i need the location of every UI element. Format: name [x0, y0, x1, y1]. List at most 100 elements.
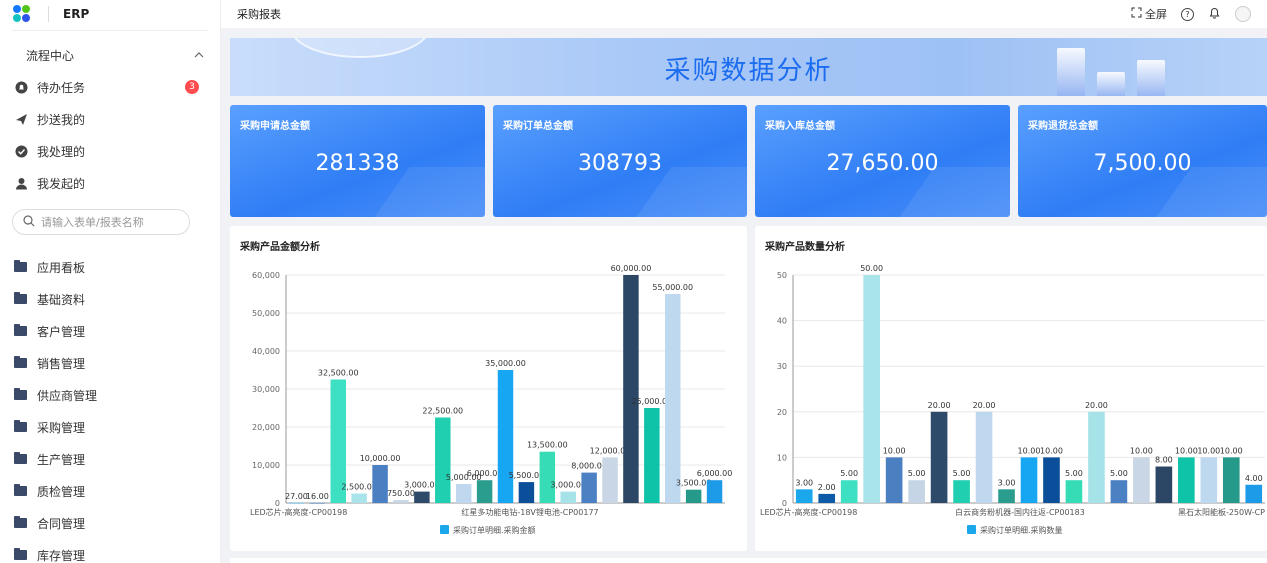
data-label: 50.00 — [860, 264, 883, 273]
bar[interactable] — [1222, 457, 1240, 503]
bar[interactable] — [795, 489, 813, 503]
sidebar-item-contracts[interactable]: 合同管理 — [0, 507, 220, 539]
sidebar-item-suppliers[interactable]: 供应商管理 — [0, 379, 220, 411]
sidebar-item-label: 库存管理 — [37, 548, 86, 563]
bar[interactable] — [1088, 411, 1105, 503]
sidebar-item-label: 质检管理 — [37, 484, 86, 499]
legend-swatch[interactable] — [440, 525, 449, 534]
brand[interactable]: ERP — [0, 0, 220, 28]
bar[interactable] — [1178, 457, 1195, 503]
data-label: 3,000.00 — [550, 481, 586, 490]
bar[interactable] — [455, 484, 472, 503]
user-avatar[interactable] — [1235, 6, 1251, 22]
sidebar-item-app-board[interactable]: 应用看板 — [0, 251, 220, 283]
next-panel-edge — [230, 558, 1267, 563]
legend-label[interactable]: 采购订单明细.采购数量 — [980, 525, 1063, 535]
bar[interactable] — [908, 480, 925, 503]
bar[interactable] — [863, 275, 880, 503]
menu-search-input[interactable] — [41, 215, 189, 229]
bar[interactable] — [581, 472, 597, 503]
bar[interactable] — [665, 294, 681, 503]
bar[interactable] — [818, 493, 836, 503]
bar[interactable] — [930, 411, 948, 503]
data-label: 5.00 — [840, 469, 858, 478]
bar[interactable] — [393, 500, 409, 503]
data-label: 750.00 — [387, 489, 415, 498]
data-label: 2,500.00 — [341, 483, 377, 492]
bar[interactable] — [706, 480, 723, 503]
x-tick-label: 红星多功能电钻-18V锂电池-CP00177 — [461, 507, 598, 517]
stat-card-title: 采购订单总金额 — [503, 121, 573, 132]
bar[interactable] — [840, 480, 858, 503]
bar[interactable] — [435, 417, 451, 504]
data-label: 20.00 — [928, 401, 951, 410]
header-actions: 全屏 ? — [1131, 6, 1251, 22]
data-label: 60,000.00 — [611, 264, 652, 273]
bar[interactable] — [998, 489, 1015, 503]
sidebar-item-inventory[interactable]: 库存管理 — [0, 539, 220, 563]
bar[interactable] — [975, 411, 993, 503]
fullscreen-icon — [1131, 7, 1142, 21]
data-label: 10.00 — [1018, 446, 1041, 455]
bar[interactable] — [1020, 457, 1038, 503]
bar[interactable] — [1245, 484, 1263, 503]
bar[interactable] — [309, 502, 326, 504]
amount-bar-chart: 0 10,000 20,000 30,000 40,000 50,000 60,000 27.… — [250, 264, 733, 535]
bar[interactable] — [476, 480, 493, 503]
sidebar-item-customers[interactable]: 客户管理 — [0, 315, 220, 347]
legend-label[interactable]: 采购订单明细.采购金额 — [453, 525, 536, 535]
top-header: 采购报表 全屏 ? — [221, 0, 1267, 28]
bar[interactable] — [351, 493, 367, 504]
sidebar-item-todo[interactable]: 待办任务 3 — [0, 71, 220, 103]
data-label: 55,000.00 — [652, 283, 693, 292]
bar[interactable] — [602, 457, 618, 503]
x-tick-label: LED芯片-高亮度-CP00198 — [760, 507, 857, 517]
bar[interactable] — [644, 408, 660, 503]
fullscreen-button[interactable]: 全屏 — [1131, 6, 1167, 22]
notification-bell-icon[interactable] — [1208, 6, 1221, 22]
data-label: 3.00 — [795, 478, 813, 487]
bar[interactable] — [372, 465, 388, 503]
legend-swatch[interactable] — [967, 525, 976, 534]
sidebar-item-cc-me[interactable]: 抄送我的 — [0, 103, 220, 135]
sidebar-item-production[interactable]: 生产管理 — [0, 443, 220, 475]
bar[interactable] — [518, 482, 535, 503]
bar[interactable] — [1133, 457, 1150, 503]
bar[interactable] — [560, 491, 576, 503]
bar[interactable] — [1043, 457, 1060, 503]
bar[interactable] — [685, 489, 702, 503]
bar[interactable] — [539, 451, 556, 503]
data-label: 8,000.00 — [571, 462, 607, 471]
data-label: 3.00 — [998, 478, 1016, 487]
sidebar-item-sales[interactable]: 销售管理 — [0, 347, 220, 379]
data-label: 3,000.00 — [404, 481, 440, 490]
bar[interactable] — [414, 491, 430, 503]
flow-center-header[interactable]: 流程中心 — [0, 39, 220, 71]
banner-title: 采购数据分析 — [664, 56, 833, 86]
bar[interactable] — [1065, 480, 1083, 503]
bar[interactable] — [623, 275, 639, 503]
help-icon[interactable]: ? — [1181, 7, 1194, 21]
data-label: 6,000.00 — [697, 469, 733, 478]
folder-icon — [14, 292, 27, 304]
sidebar-item-initiated[interactable]: 我发起的 — [0, 167, 220, 199]
sidebar-item-basic-data[interactable]: 基础资料 — [0, 283, 220, 315]
y-tick-label: 0 — [782, 499, 787, 508]
todo-count-badge: 3 — [185, 80, 199, 94]
bar[interactable] — [1155, 466, 1173, 503]
bar[interactable] — [885, 457, 903, 503]
bar[interactable] — [288, 502, 305, 504]
sidebar-item-quality[interactable]: 质检管理 — [0, 475, 220, 507]
quantity-chart-panel: 采购产品数量分析 0 10 20 30 40 50 3.00 2.00 5.00 50.00 10.… — [755, 226, 1267, 551]
bar[interactable] — [1200, 457, 1218, 503]
bar[interactable] — [330, 379, 346, 504]
bar[interactable] — [953, 480, 970, 503]
bar[interactable] — [1110, 480, 1128, 503]
sidebar-item-purchasing[interactable]: 采购管理 — [0, 411, 220, 443]
bar[interactable] — [497, 370, 514, 503]
data-label: 10.00 — [1220, 446, 1243, 455]
sidebar-item-handled[interactable]: 我处理的 — [0, 135, 220, 167]
data-label: 6,000.00 — [467, 469, 503, 478]
folder-icon — [14, 420, 27, 432]
data-label: 5.00 — [1065, 469, 1083, 478]
